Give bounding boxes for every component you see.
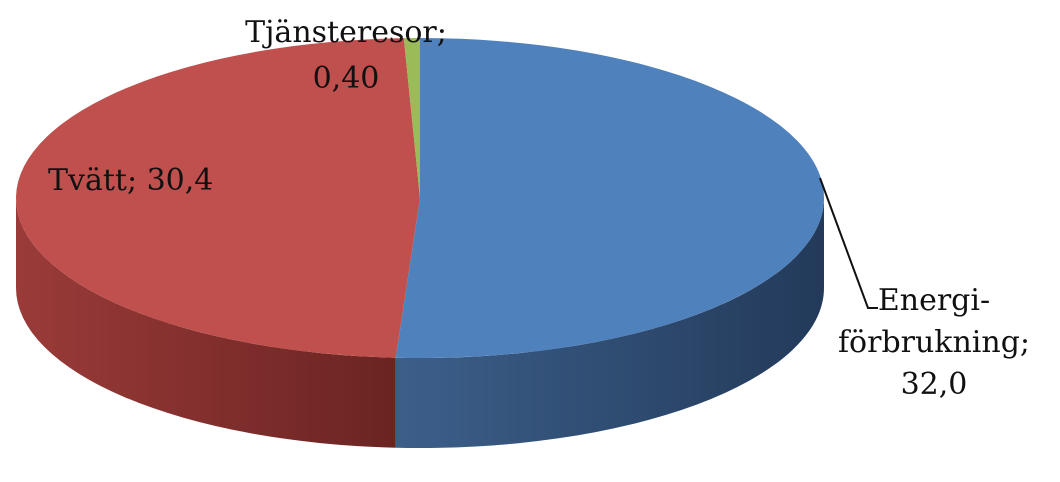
leader-line-energiforbrukning — [819, 177, 878, 309]
data-label-line: Tjänsteresor; — [245, 15, 447, 50]
data-label-tvatt: Tvätt; 30,4 — [48, 163, 213, 198]
pie-side-energiforbrukning — [395, 198, 824, 448]
data-label-line: 32,0 — [901, 367, 968, 402]
data-label-line: Tvätt; 30,4 — [48, 163, 213, 198]
pie-slice-energiforbrukning — [395, 38, 824, 358]
pie-side-tvatt — [16, 198, 396, 448]
data-label-energiforbrukning: Energi-förbrukning; 32,0 — [838, 283, 1030, 402]
pie-tops — [16, 38, 824, 358]
data-label-line: 0,40 — [313, 61, 380, 96]
leader-lines — [819, 177, 878, 309]
pie-slice-tjansteresor — [403, 38, 420, 198]
data-label-line: Energi- — [878, 283, 990, 318]
pie-slice-tvatt — [16, 38, 421, 358]
pie-sides — [16, 198, 824, 448]
data-labels: Energi-förbrukning; 32,0 Tvätt; 30,4 Tjänst… — [48, 15, 1030, 402]
data-label-line: förbrukning; — [838, 325, 1030, 360]
data-label-tjansteresor: Tjänsteresor; 0,40 — [245, 15, 447, 96]
